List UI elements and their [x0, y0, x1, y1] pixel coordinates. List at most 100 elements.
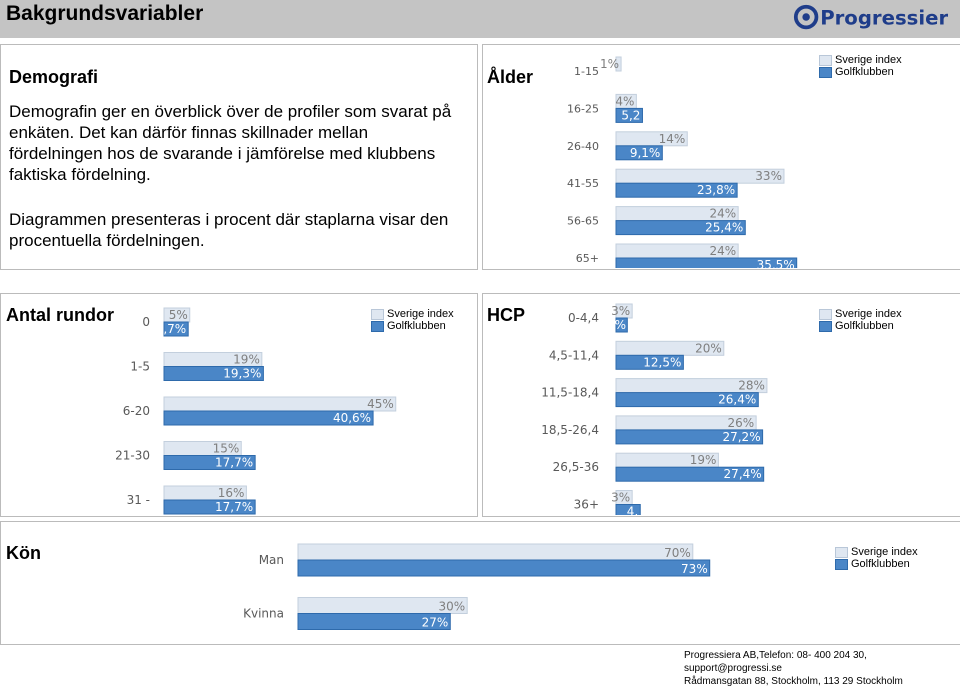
- legend-golf-swatch: [835, 558, 848, 570]
- bar-golfklubben: [163, 455, 256, 470]
- bar-golfklubben: [615, 429, 764, 445]
- footer: Progressiera AB,Telefon: 08- 400 204 30,…: [684, 649, 960, 688]
- bar-golfklubben: [163, 499, 256, 515]
- data-label-sverige: 3%: [611, 304, 630, 318]
- category-label: 56-65: [567, 215, 599, 228]
- hcp-chart: 0-4,4 3%2,1%4,5-11,4 20%12,5%11,5-18,4 28%2…: [541, 303, 768, 516]
- category-label: 31 -: [127, 493, 150, 507]
- legend-golf-label: Golfklubben: [835, 320, 894, 332]
- data-label-sverige: 33%: [755, 169, 782, 183]
- legend-golf-swatch: [819, 320, 832, 332]
- legend-golf: Golfklubben: [819, 320, 902, 332]
- legend-golf: Golfklubben: [835, 558, 918, 570]
- legend-sverige-swatch: [371, 308, 384, 320]
- legend-sverige: Sverige index: [835, 546, 918, 558]
- bar-golfklubben: [615, 317, 628, 333]
- data-label-golfklubben: 35,5%: [757, 258, 795, 268]
- data-label-golfklubben: 27,4%: [724, 467, 762, 481]
- data-label-golfklubben: 12,5%: [643, 355, 681, 369]
- legend-sverige-swatch: [835, 546, 848, 558]
- category-label: Man: [259, 553, 284, 567]
- hcp-legend: Sverige index Golfklubben: [819, 308, 902, 332]
- legend-golf: Golfklubben: [371, 320, 454, 332]
- kon-chart: Man 70% 73% Kvinna 30% 27%: [243, 543, 711, 630]
- rundor-title: Antal rundor: [6, 305, 114, 325]
- bar-golfklubben: [615, 392, 759, 408]
- kon-legend: Sverige index Golfklubben: [835, 546, 918, 570]
- alder-legend: Sverige index Golfklubben: [819, 54, 902, 78]
- data-label-golfklubben: 25,4%: [705, 221, 743, 235]
- demografi-text: Demografin ger en överblick över de prof…: [9, 102, 452, 184]
- legend-sverige-label: Sverige index: [387, 308, 454, 320]
- legend-golf-swatch: [371, 320, 384, 332]
- bar-golfklubben: [615, 257, 798, 268]
- bar-golfklubben: [163, 410, 374, 426]
- legend-golf-label: Golfklubben: [387, 320, 446, 332]
- category-label: 26,5-36: [553, 460, 599, 474]
- demografi-title: Demografi: [9, 67, 99, 87]
- data-label-golfklubben: 23,8%: [697, 183, 735, 197]
- bar-golfklubben: [297, 559, 711, 577]
- data-label-sverige: 24%: [709, 244, 736, 258]
- bar-golfklubben: [615, 145, 663, 161]
- bar-golfklubben: [615, 466, 765, 482]
- data-label-sverige: 3%: [611, 491, 630, 505]
- rundor-legend: Sverige index Golfklubben: [371, 308, 454, 332]
- data-label-sverige: 45%: [367, 397, 394, 411]
- data-label-golfklubben: 27,2%: [722, 430, 760, 444]
- data-label-golfklubben: 40,6%: [333, 411, 371, 425]
- bar-golfklubben: [615, 504, 641, 515]
- category-label: 21-30: [115, 449, 150, 463]
- data-label-golfklubben: 19,3%: [223, 367, 261, 381]
- legend-sverige-label: Sverige index: [851, 546, 918, 558]
- data-label-sverige: 30%: [439, 600, 466, 614]
- data-label-sverige: 19%: [233, 353, 260, 367]
- data-label-sverige: 70%: [664, 546, 691, 560]
- data-label-sverige: 19%: [690, 453, 717, 467]
- logo-text: Progressiera: [820, 7, 948, 30]
- data-label-golfklubben: 4,: [627, 505, 638, 516]
- bar-golfklubben: [615, 182, 738, 198]
- data-label-sverige: 1%: [600, 57, 619, 71]
- data-label-golfklubben: 4,7%: [156, 322, 187, 336]
- data-label-golfklubben: 2,1%: [596, 318, 627, 332]
- data-label-golfklubben: 73%: [681, 562, 708, 576]
- category-label: 6-20: [123, 404, 150, 418]
- category-label: 1-5: [130, 360, 150, 374]
- data-label-sverige: 28%: [738, 379, 765, 393]
- bar-sverige: [615, 56, 622, 72]
- data-label-sverige: 15%: [213, 442, 240, 456]
- legend-sverige-swatch: [819, 54, 832, 66]
- legend-golf-label: Golfklubben: [835, 66, 894, 78]
- data-label-golfklubben: 26,4%: [718, 393, 756, 407]
- bar-golfklubben: [297, 613, 451, 630]
- kon-panel: Kön Sverige index Golfklubben: [0, 521, 960, 645]
- category-label: Kvinna: [243, 607, 284, 621]
- legend-sverige-label: Sverige index: [835, 54, 902, 66]
- category-label: 11,5-18,4: [541, 386, 599, 400]
- rundor-chart: 0 5%4,7%1-5 19%19,3%6-20 45%40,6%21-30 15%17…: [115, 307, 397, 515]
- category-label: 16-25: [567, 102, 599, 115]
- data-label-golfklubben: 17,7%: [215, 456, 253, 470]
- data-label-sverige: 16%: [218, 486, 245, 500]
- data-label-golfklubben: 27%: [422, 616, 449, 630]
- footer-address: Rådmansgatan 88, Stockholm, 113 29 Stock…: [684, 676, 903, 687]
- bar-golfklubben: [615, 354, 684, 370]
- category-label: 0-4,4: [568, 311, 599, 325]
- data-label-sverige: 24%: [709, 207, 736, 221]
- legend-sverige: Sverige index: [819, 54, 902, 66]
- category-label: 41-55: [567, 177, 599, 190]
- bar-golfklubben: [163, 366, 264, 381]
- data-label-golfklubben: 17,7%: [215, 500, 253, 514]
- data-label-golfklubben: 5,2: [621, 108, 640, 122]
- page-title: Bakgrundsvariabler: [6, 2, 204, 25]
- title-bar: Bakgrundsvariabler Progressiera: [0, 0, 960, 38]
- bar-sverige: [163, 396, 397, 412]
- footer-contact: Progressiera AB,Telefon: 08- 400 204 30,…: [684, 650, 867, 674]
- data-label-sverige: 5%: [169, 308, 188, 322]
- category-label: 4,5-11,4: [549, 348, 599, 362]
- bar-golfklubben: [615, 220, 746, 236]
- hcp-title: HCP: [487, 305, 526, 325]
- alder-chart: 1-151% 16-25 4%5,2 26-40 14%9,1% 41-55 33% 23,8…: [567, 56, 798, 268]
- legend-golf-swatch: [819, 66, 832, 78]
